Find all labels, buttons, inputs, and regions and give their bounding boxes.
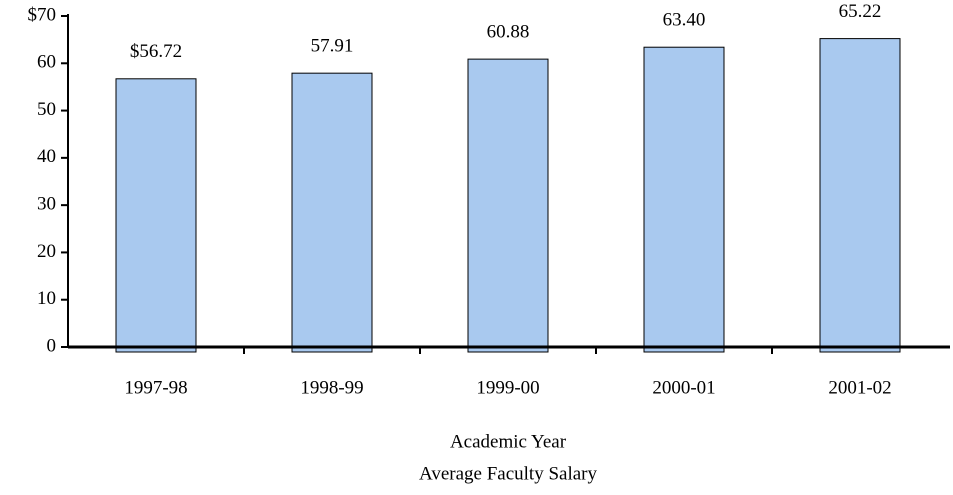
- bar: [467, 58, 549, 353]
- y-tick-label: 50: [37, 99, 56, 120]
- y-tick-label: 60: [37, 52, 56, 73]
- y-tick-label: 10: [37, 288, 56, 309]
- x-tick-label: 1997-98: [124, 377, 187, 398]
- y-tick-label: $70: [28, 4, 57, 25]
- data-label: 60.88: [487, 21, 530, 42]
- data-label: $56.72: [130, 41, 182, 62]
- y-tick-label: 30: [37, 194, 56, 215]
- x-axis-label: Academic Year: [450, 431, 567, 452]
- y-tick-label: 20: [37, 241, 56, 262]
- bar: [819, 38, 901, 353]
- bar: [291, 72, 373, 353]
- bar: [643, 46, 725, 353]
- bar: [115, 78, 197, 353]
- y-tick-label: 40: [37, 146, 56, 167]
- x-tick-label: 1998-99: [300, 377, 363, 398]
- x-tick-label: 2000-01: [652, 377, 715, 398]
- x-tick-label: 1999-00: [476, 377, 539, 398]
- y-tick-label: 0: [47, 335, 57, 356]
- x-tick-label: 2001-02: [828, 377, 891, 398]
- chart-title: Average Faculty Salary: [419, 463, 597, 484]
- data-label: 57.91: [311, 36, 354, 57]
- data-label: 65.22: [839, 1, 882, 22]
- data-label: 63.40: [663, 10, 706, 31]
